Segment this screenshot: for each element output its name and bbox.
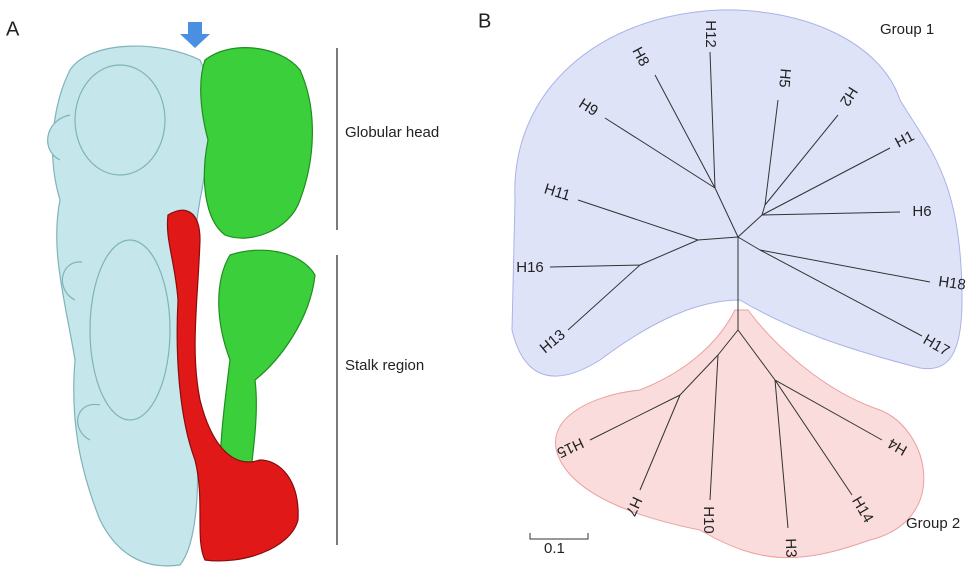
annotation: Stalk region — [345, 357, 424, 374]
panel-label: A — [6, 18, 20, 40]
group-label: Group 2 — [906, 515, 960, 532]
scale-bar — [530, 533, 588, 539]
arrow — [180, 22, 210, 48]
leaf-label: H16 — [516, 259, 544, 276]
leaf-label: H3 — [782, 538, 800, 558]
protein-structure — [48, 46, 315, 566]
group-label: Group 1 — [880, 21, 934, 38]
leaf-label: H6 — [912, 203, 931, 220]
leaf-label: H5 — [775, 68, 794, 89]
figure: A Globular head Stalk region B H12 H8 H5… — [0, 0, 971, 569]
leaf-label: H12 — [702, 20, 719, 48]
panel-label: B — [478, 10, 491, 32]
annotation: Globular head — [345, 124, 439, 141]
leaf-label: H10 — [700, 506, 717, 534]
scale-label: 0.1 — [544, 540, 565, 557]
